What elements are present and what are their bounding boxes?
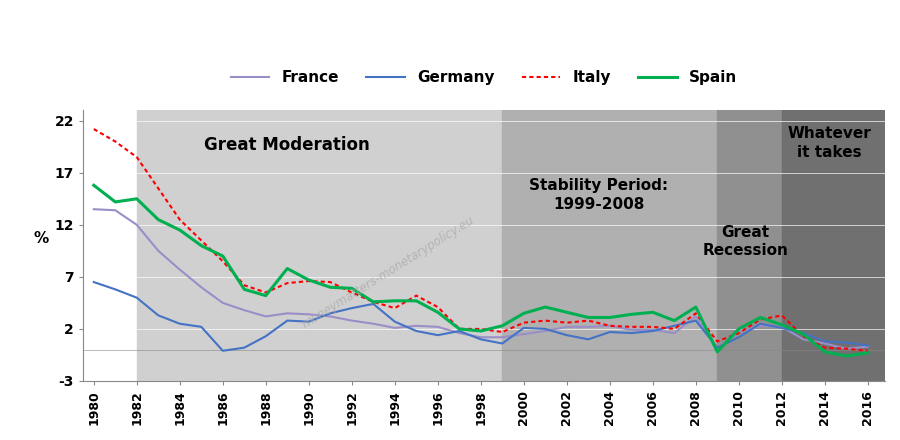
Bar (137, 110, 502, 381)
Text: Great
Recession: Great Recession (702, 225, 788, 258)
Legend: France, Germany, Italy, Spain: France, Germany, Italy, Spain (225, 64, 743, 91)
Text: moneymatters-monetarypolicy.eu: moneymatters-monetarypolicy.eu (300, 214, 476, 331)
Bar (782, 110, 889, 381)
Text: Stability Period:
1999-2008: Stability Period: 1999-2008 (529, 178, 669, 212)
Y-axis label: %: % (33, 231, 49, 246)
Bar (717, 110, 782, 381)
Bar (502, 110, 717, 381)
Text: Whatever
it takes: Whatever it takes (788, 126, 871, 160)
Text: Great Moderation: Great Moderation (204, 136, 370, 154)
